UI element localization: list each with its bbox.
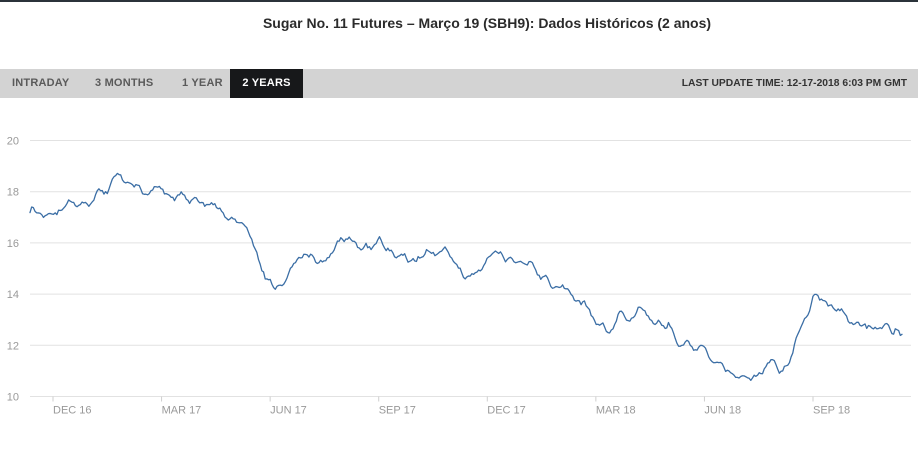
svg-text:20: 20 xyxy=(7,136,19,148)
svg-text:MAR 17: MAR 17 xyxy=(162,405,202,417)
svg-text:MAR 18: MAR 18 xyxy=(596,405,636,417)
svg-text:SEP 17: SEP 17 xyxy=(379,405,416,417)
svg-text:DEC 16: DEC 16 xyxy=(53,405,92,417)
svg-text:JUN 18: JUN 18 xyxy=(704,405,741,417)
svg-text:JUN 17: JUN 17 xyxy=(270,405,307,417)
svg-text:12: 12 xyxy=(7,340,19,352)
svg-text:10: 10 xyxy=(7,392,19,404)
svg-text:16: 16 xyxy=(7,238,19,250)
svg-text:SEP 18: SEP 18 xyxy=(813,405,850,417)
svg-text:14: 14 xyxy=(7,289,19,301)
svg-text:DEC 17: DEC 17 xyxy=(487,405,526,417)
svg-text:18: 18 xyxy=(7,187,19,199)
